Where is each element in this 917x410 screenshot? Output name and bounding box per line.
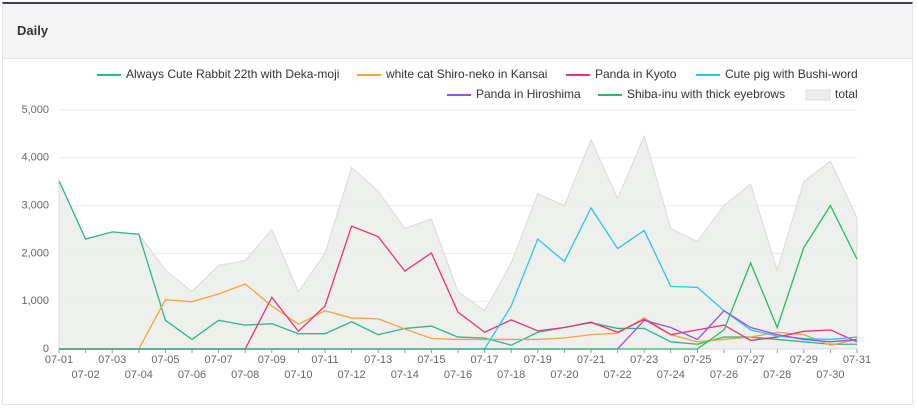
legend-label: Panda in Hiroshima <box>476 87 581 101</box>
series-line <box>59 283 858 350</box>
x-tick-label: 07-27 <box>737 354 765 366</box>
legend-label: Shiba-inu with thick eyebrows <box>627 87 785 101</box>
y-tick-label: 1,000 <box>21 295 49 307</box>
x-tick-label: 07-26 <box>710 369 738 381</box>
x-tick-label: 07-13 <box>364 354 392 366</box>
series-line <box>59 204 858 350</box>
x-tick-label: 07-20 <box>550 369 578 381</box>
x-tick-label: 07-10 <box>284 369 312 381</box>
x-tick-label: 07-25 <box>683 354 711 366</box>
x-tick-label: 07-02 <box>72 369 100 381</box>
x-tick-label: 07-22 <box>604 369 632 381</box>
legend-label: Always Cute Rabbit 22th with Deka-moji <box>126 67 339 81</box>
x-tick-label: 07-17 <box>471 354 499 366</box>
y-tick-label: 5,000 <box>21 104 49 116</box>
y-tick-label: 0 <box>43 343 49 355</box>
x-tick-label: 07-31 <box>843 354 871 366</box>
legend-label: total <box>835 87 858 101</box>
x-tick-label: 07-19 <box>524 354 552 366</box>
legend-label: white cat Shiro-neko in Kansai <box>385 67 547 81</box>
series-line <box>58 180 857 346</box>
x-tick-label: 07-05 <box>151 354 179 366</box>
y-tick-label: 3,000 <box>21 200 49 212</box>
card: Daily <box>2 2 913 405</box>
x-tick-label: 07-21 <box>577 354 605 366</box>
x-tick-label: 07-23 <box>630 354 658 366</box>
x-tick-label: 07-06 <box>178 369 206 381</box>
x-tick-label: 07-30 <box>816 369 844 381</box>
legend-label: Panda in Kyoto <box>595 67 677 81</box>
legend-label: Cute pig with Bushi-word <box>725 67 858 81</box>
x-tick-label: 07-07 <box>205 354 233 366</box>
card-header: Daily <box>3 4 912 59</box>
x-tick-label: 07-12 <box>338 369 366 381</box>
x-tick-label: 07-08 <box>231 369 259 381</box>
x-tick-label: 07-11 <box>311 354 338 366</box>
total-area <box>58 134 858 350</box>
y-tick-label: 2,000 <box>21 247 49 259</box>
x-tick-label: 07-04 <box>125 369 153 381</box>
y-tick-label: 4,000 <box>21 152 49 164</box>
x-tick-label: 07-01 <box>45 354 73 366</box>
x-tick-label: 07-14 <box>391 369 419 381</box>
x-tick-label: 07-16 <box>444 369 472 381</box>
x-tick-label: 07-09 <box>258 354 286 366</box>
x-tick-label: 07-24 <box>657 369 685 381</box>
x-tick-label: 07-15 <box>417 354 445 366</box>
legend-swatch <box>805 89 831 101</box>
x-tick-label: 07-29 <box>790 354 818 366</box>
x-tick-label: 07-28 <box>763 369 791 381</box>
x-tick-label: 07-03 <box>98 354 126 366</box>
x-tick-label: 07-18 <box>497 369 525 381</box>
